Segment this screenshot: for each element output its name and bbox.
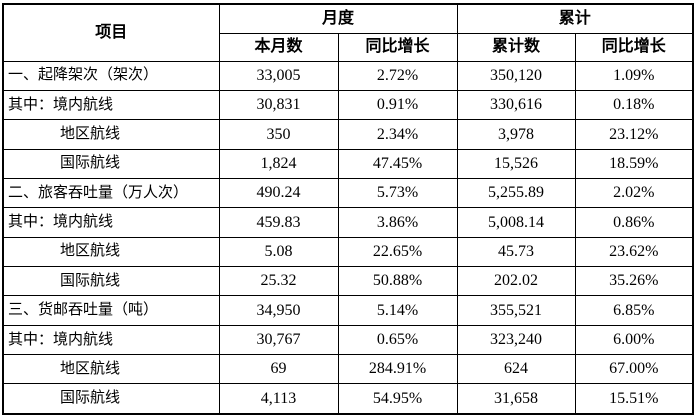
- table-row: 地区航线 350 2.34% 3,978 23.12%: [2, 119, 694, 150]
- cell-cum-value: 323,240: [456, 324, 576, 355]
- table-row: 其中：境内航线 30,831 0.91% 330,616 0.18%: [2, 89, 694, 121]
- cell-cum-yoy: 18.59%: [574, 148, 694, 179]
- cell-cum-yoy: 1.09%: [574, 60, 694, 91]
- header-cum-yoy: 同比增长: [574, 32, 694, 62]
- cell-month-value: 490.24: [218, 177, 339, 209]
- cell-month-value: 1,824: [218, 148, 339, 179]
- row-label: 其中：境内航线: [2, 207, 220, 238]
- cell-month-value: 350: [218, 119, 339, 150]
- header-cum-value: 累计数: [456, 32, 576, 62]
- cell-cum-yoy: 35.26%: [574, 265, 694, 297]
- row-label: 地区航线: [2, 119, 220, 150]
- header-monthly-group: 月度: [218, 3, 458, 34]
- cell-month-yoy: 47.45%: [337, 148, 458, 179]
- cell-cum-value: 45.73: [456, 236, 576, 267]
- cell-month-yoy: 0.65%: [337, 324, 458, 355]
- cell-cum-value: 31,658: [456, 383, 576, 415]
- table-row: 其中：境内航线 459.83 3.86% 5,008.14 0.86%: [2, 207, 694, 238]
- cell-cum-value: 15,526: [456, 148, 576, 179]
- table-row: 三、货邮吞吐量（吨） 34,950 5.14% 355,521 6.85%: [2, 295, 694, 326]
- table-row: 二、旅客吞吐量（万人次） 490.24 5.73% 5,255.89 2.02%: [2, 177, 694, 209]
- table-row: 一、起降架次（架次） 33,005 2.72% 350,120 1.09%: [2, 60, 694, 91]
- cell-cum-value: 5,008.14: [456, 207, 576, 238]
- row-label: 一、起降架次（架次）: [2, 60, 220, 91]
- row-label: 三、货邮吞吐量（吨）: [2, 295, 220, 326]
- cell-cum-yoy: 0.18%: [574, 89, 694, 121]
- cell-month-yoy: 50.88%: [337, 265, 458, 297]
- cell-month-yoy: 2.34%: [337, 119, 458, 150]
- cell-cum-yoy: 15.51%: [574, 383, 694, 415]
- cell-month-value: 4,113: [218, 383, 339, 415]
- header-item: 项目: [2, 3, 220, 62]
- cell-month-yoy: 2.72%: [337, 60, 458, 91]
- cell-month-value: 69: [218, 353, 339, 385]
- cell-cum-value: 350,120: [456, 60, 576, 91]
- airport-statistics-table: 项目 月度 累计 本月数 同比增长 累计数 同比增长 一、起降架次（架次） 33,…: [2, 3, 695, 415]
- cell-cum-value: 330,616: [456, 89, 576, 121]
- row-label: 国际航线: [2, 148, 220, 179]
- cell-cum-yoy: 6.85%: [574, 295, 694, 326]
- table-row: 其中：境内航线 30,767 0.65% 323,240 6.00%: [2, 324, 694, 355]
- cell-cum-value: 3,978: [456, 119, 576, 150]
- cell-month-yoy: 0.91%: [337, 89, 458, 121]
- cell-cum-yoy: 2.02%: [574, 177, 694, 209]
- row-label: 二、旅客吞吐量（万人次）: [2, 177, 220, 209]
- cell-cum-value: 5,255.89: [456, 177, 576, 209]
- cell-cum-yoy: 23.12%: [574, 119, 694, 150]
- cell-month-value: 25.32: [218, 265, 339, 297]
- cell-cum-value: 202.02: [456, 265, 576, 297]
- cell-month-yoy: 22.65%: [337, 236, 458, 267]
- cell-month-value: 5.08: [218, 236, 339, 267]
- cell-month-yoy: 5.14%: [337, 295, 458, 326]
- cell-month-yoy: 284.91%: [337, 353, 458, 385]
- row-label: 国际航线: [2, 383, 220, 415]
- header-month-value: 本月数: [218, 32, 339, 62]
- table-row: 地区航线 69 284.91% 624 67.00%: [2, 353, 694, 385]
- cell-month-value: 30,831: [218, 89, 339, 121]
- cell-cum-value: 624: [456, 353, 576, 385]
- cell-month-value: 33,005: [218, 60, 339, 91]
- cell-cum-yoy: 23.62%: [574, 236, 694, 267]
- cell-month-value: 34,950: [218, 295, 339, 326]
- cell-month-value: 30,767: [218, 324, 339, 355]
- cell-month-yoy: 54.95%: [337, 383, 458, 415]
- row-label: 地区航线: [2, 353, 220, 385]
- row-label: 国际航线: [2, 265, 220, 297]
- row-label: 其中：境内航线: [2, 89, 220, 121]
- cell-cum-value: 355,521: [456, 295, 576, 326]
- cell-month-yoy: 5.73%: [337, 177, 458, 209]
- table-row: 国际航线 1,824 47.45% 15,526 18.59%: [2, 148, 694, 179]
- cell-cum-yoy: 67.00%: [574, 353, 694, 385]
- header-month-yoy: 同比增长: [337, 32, 458, 62]
- header-cumulative-group: 累计: [456, 3, 694, 34]
- cell-cum-yoy: 0.86%: [574, 207, 694, 238]
- table-row: 国际航线 25.32 50.88% 202.02 35.26%: [2, 265, 694, 297]
- cell-cum-yoy: 6.00%: [574, 324, 694, 355]
- table-row: 国际航线 4,113 54.95% 31,658 15.51%: [2, 383, 694, 415]
- row-label: 其中：境内航线: [2, 324, 220, 355]
- cell-month-value: 459.83: [218, 207, 339, 238]
- row-label: 地区航线: [2, 236, 220, 267]
- cell-month-yoy: 3.86%: [337, 207, 458, 238]
- table-row: 地区航线 5.08 22.65% 45.73 23.62%: [2, 236, 694, 267]
